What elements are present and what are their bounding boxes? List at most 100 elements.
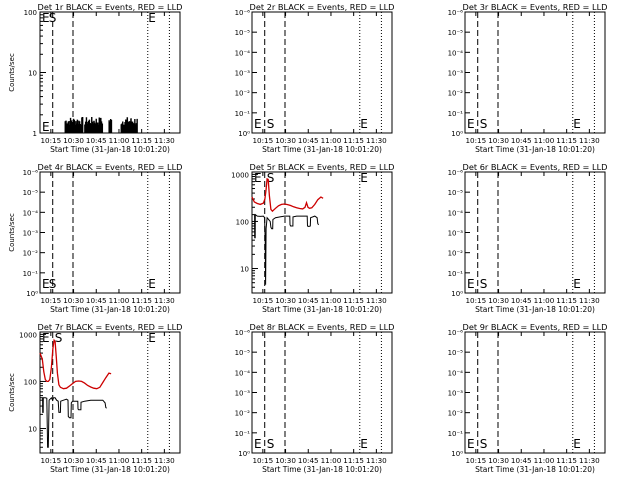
x-tick-label: 10:15: [252, 456, 273, 465]
e-marker: E: [360, 117, 368, 131]
s-marker: S: [480, 277, 488, 291]
x-tick-label: 10:15: [40, 296, 61, 305]
plot-frame: [464, 171, 606, 294]
y-tick-label: 10⁻¹: [235, 110, 251, 118]
x-tick-label: 11:15: [131, 456, 152, 465]
y-tick-label: 1: [33, 130, 37, 138]
x-tick-label: 11:15: [131, 136, 152, 145]
series-events: [252, 213, 320, 285]
detector-panel-1: Det 1r BLACK = Events, RED = LLD Counts/s…: [8, 2, 182, 154]
x-tick-label: 11:30: [366, 136, 387, 145]
y-tick-label: 10⁻⁶: [448, 9, 464, 17]
e-marker: E: [467, 277, 475, 291]
x-tick-label: 11:00: [109, 296, 130, 305]
x-tick-label: 11:15: [556, 456, 577, 465]
y-tick-label: 10⁻⁶: [448, 169, 464, 177]
series-events-spike: [84, 116, 104, 133]
y-tick-label: 10⁻²: [235, 410, 251, 418]
y-tick-label: 10⁻⁵: [235, 29, 251, 37]
x-tick-label: 11:00: [109, 136, 130, 145]
x-tick-label: 10:15: [465, 296, 486, 305]
y-tick-label: 10⁰: [451, 130, 463, 138]
e-marker: E: [573, 437, 581, 451]
x-tick-label: 11:15: [556, 136, 577, 145]
plot-frame: [251, 171, 393, 294]
y-tick-label: 10⁻²: [448, 410, 464, 418]
x-axis-label: Start Time (31-Jan-18 10:01:20): [50, 305, 170, 314]
plot-frame: [251, 11, 393, 134]
e-marker: E: [42, 11, 50, 25]
y-tick-label: 10⁻²: [448, 90, 464, 98]
x-tick-label: 10:15: [465, 456, 486, 465]
y-tick-label: 10⁻²: [23, 250, 39, 258]
panel-title: Det 9r BLACK = Events, RED = LLD: [463, 322, 608, 332]
y-tick-label: 10⁰: [238, 130, 250, 138]
plot-frame: [251, 331, 393, 454]
plot-frame: [464, 331, 606, 454]
x-tick-label: 11:00: [534, 136, 555, 145]
y-tick-label: 10⁰: [451, 450, 463, 458]
y-tick-label: 10⁻²: [448, 250, 464, 258]
y-tick-label: 10⁻⁵: [448, 189, 464, 197]
x-tick-label: 10:45: [86, 456, 107, 465]
y-tick-label: 100: [24, 9, 37, 17]
y-tick-label: 10⁻³: [23, 230, 39, 238]
e-marker: E: [467, 437, 475, 451]
y-tick-label: 10⁻⁴: [448, 209, 464, 217]
x-tick-label: 10:15: [40, 456, 61, 465]
y-axis-label: Counts/sec: [8, 53, 16, 92]
y-tick-label: 100: [24, 378, 37, 386]
y-tick-label: 1000: [231, 171, 249, 179]
panel-title: Det 1r BLACK = Events, RED = LLD: [38, 2, 183, 12]
s-marker: S: [49, 277, 57, 291]
panel-title: Det 4r BLACK = Events, RED = LLD: [38, 162, 183, 172]
x-tick-label: 11:00: [321, 136, 342, 145]
x-tick-label: 11:30: [154, 296, 175, 305]
y-tick-label: 10⁻⁴: [448, 369, 464, 377]
x-tick-label: 11:30: [366, 296, 387, 305]
s-marker: S: [55, 331, 63, 345]
panel-title: Det 6r BLACK = Events, RED = LLD: [463, 162, 608, 172]
y-axis-label: Counts/sec: [8, 213, 16, 252]
series-events-spike: [120, 117, 138, 133]
y-tick-label: 10: [240, 266, 249, 274]
y-tick-label: 10⁻⁶: [448, 329, 464, 337]
y-tick-label: 10⁻¹: [448, 110, 464, 118]
series-events: [40, 396, 107, 448]
x-tick-label: 11:00: [109, 456, 130, 465]
series-lld: [39, 338, 112, 390]
panel-title: Det 7r BLACK = Events, RED = LLD: [38, 322, 183, 332]
x-tick-label: 10:30: [63, 296, 84, 305]
x-axis-label: Start Time (31-Jan-18 10:01:20): [475, 465, 595, 474]
y-tick-label: 10⁻³: [448, 70, 464, 78]
e-marker: E: [360, 437, 368, 451]
y-tick-label: 10⁻⁵: [448, 29, 464, 37]
e-marker: E: [254, 437, 262, 451]
e-marker: E: [148, 331, 156, 345]
y-tick-label: 10⁻¹: [448, 430, 464, 438]
y-tick-label: 10⁻²: [235, 90, 251, 98]
plot-frame: [39, 331, 181, 454]
x-tick-label: 11:00: [321, 456, 342, 465]
e-marker: E: [573, 277, 581, 291]
x-tick-label: 10:15: [40, 136, 61, 145]
y-tick-label: 10⁻³: [235, 390, 251, 398]
e-marker: E: [148, 277, 156, 291]
s-marker: S: [267, 171, 275, 185]
x-tick-label: 10:45: [298, 296, 319, 305]
x-axis-label: Start Time (31-Jan-18 10:01:20): [262, 145, 382, 154]
e-marker: E: [467, 117, 475, 131]
x-tick-label: 11:15: [556, 296, 577, 305]
y-tick-label: 10⁻⁴: [235, 369, 251, 377]
plot-frame: [464, 11, 606, 134]
x-tick-label: 11:00: [534, 456, 555, 465]
x-tick-label: 11:00: [534, 296, 555, 305]
x-tick-label: 10:45: [86, 296, 107, 305]
y-tick-label: 10⁻³: [235, 70, 251, 78]
x-tick-label: 11:15: [131, 296, 152, 305]
x-tick-label: 10:45: [298, 456, 319, 465]
